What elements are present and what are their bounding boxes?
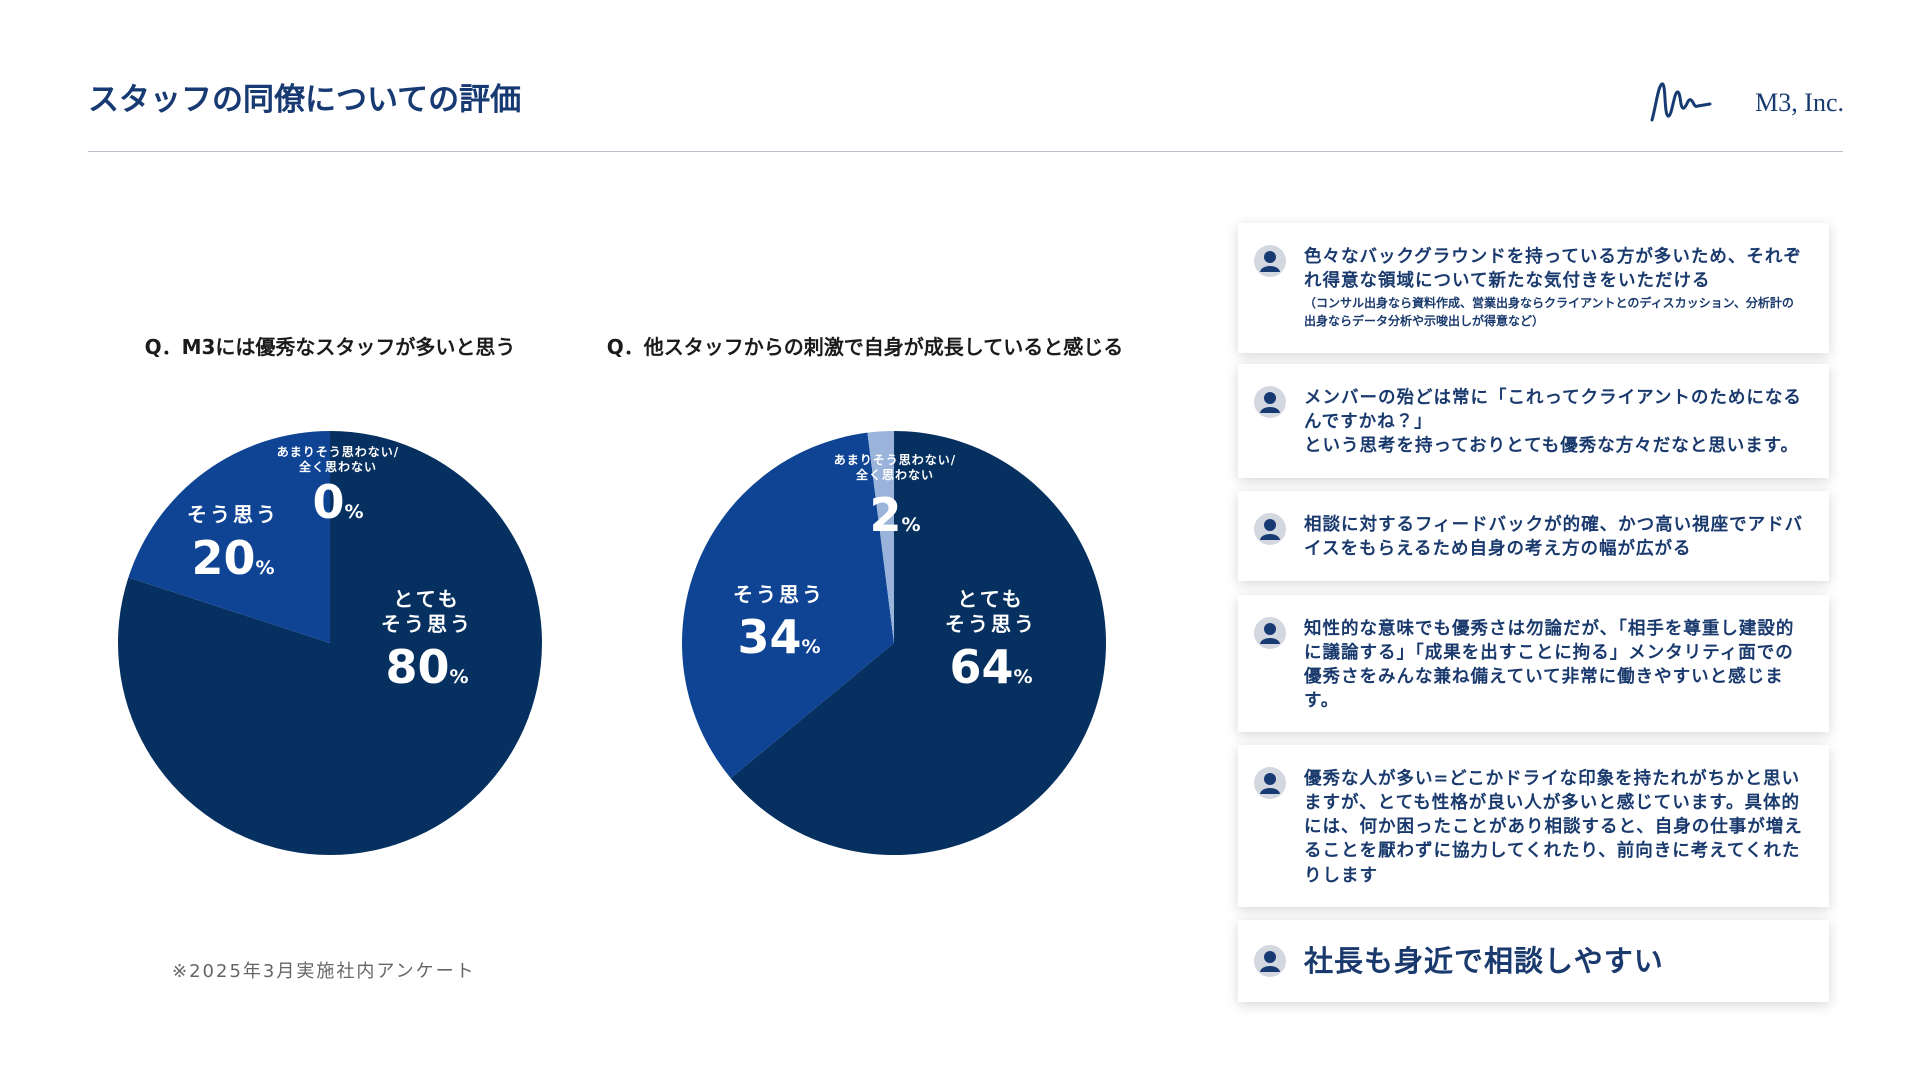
slice-label: とても そう思う [945,587,1037,636]
pie-slice [118,431,543,855]
icon-head [1264,519,1276,531]
slice-label: そう思う [733,582,825,607]
icon-head [1264,951,1276,963]
value-number: 80 [385,640,450,694]
slice-value: 2% [869,488,920,542]
comment-text: 知性的な意味でも優秀さは勿論だが、「相手を尊重し建設的に議論する」「成果を出すこ… [1304,619,1795,712]
comment-body: メンバーの殆どは常に「これってクライアントのためになるんですかね？」 という思考… [1304,386,1805,458]
user-icon [1254,767,1286,799]
comment-text: メンバーの殆どは常に「これってクライアントのためになるんですかね？」 という思考… [1304,388,1802,457]
pie-slice [730,431,1106,855]
comment-card: メンバーの殆どは常に「これってクライアントのためになるんですかね？」 という思考… [1238,364,1829,478]
value-unit: % [344,501,364,523]
user-icon [1254,245,1286,277]
value-number: 64 [949,640,1014,694]
icon-head [1264,773,1276,785]
slice-label: あまりそう思わない/ 全く思わない [833,453,957,482]
comment-card: 相談に対するフィードバックが的確、かつ高い視座でアドバイスをもらえるため自身の考… [1238,491,1829,581]
user-icon [1254,513,1286,545]
footnote: ※2025年3月実施社内アンケート [172,961,476,982]
slice-value: 20% [191,531,274,585]
value-number: 34 [737,610,802,664]
slice-value: 64% [949,640,1032,694]
comment-note: （コンサル出身なら資料作成、営業出身ならクライアントとのディスカッション、分析計… [1304,296,1794,328]
icon-body [1260,788,1280,794]
slice-value: 34% [737,610,820,664]
slice-label: あまりそう思わない/ 全く思わない [276,445,400,474]
page-title: スタッフの同僚についての評価 [88,82,522,118]
comment-card: 優秀な人が多い=どこかドライな印象を持たれがちかと思いますが、とても性格が良い人… [1238,745,1829,907]
logo: M3, Inc. [1650,82,1844,122]
icon-body [1260,266,1280,272]
value-number: 2 [869,488,902,542]
comment-card: 色々なバックグラウンドを持っている方が多いため、それぞれ得意な領域について新たな… [1238,223,1829,353]
comment-text: 社長も身近で相談しやすい [1304,943,1664,978]
chart-title: Q．M3には優秀なスタッフが多いと思う [144,335,516,359]
comment-body: 色々なバックグラウンドを持っている方が多いため、それぞれ得意な領域について新たな… [1304,245,1805,330]
comment-body: 社長も身近で相談しやすい [1304,941,1664,981]
comment-card: 知性的な意味でも優秀さは勿論だが、「相手を尊重し建設的に議論する」「成果を出すこ… [1238,595,1829,732]
slice-value: 80% [385,640,468,694]
user-icon [1254,945,1286,977]
icon-body [1260,407,1280,413]
logo-text: M3, Inc. [1755,88,1844,117]
value-unit: % [901,514,921,536]
value-unit: % [801,636,821,658]
comment-text: 色々なバックグラウンドを持っている方が多いため、それぞれ得意な領域について新たな… [1304,247,1802,292]
icon-head [1264,251,1276,263]
icon-head [1264,392,1276,404]
divider [88,151,1843,152]
user-icon [1254,386,1286,418]
icon-body [1260,638,1280,644]
value-unit: % [255,557,275,579]
user-icon [1254,617,1286,649]
comment-card: 社長も身近で相談しやすい [1238,920,1829,1002]
slice-label: そう思う [187,502,279,527]
comment-body: 知性的な意味でも優秀さは勿論だが、「相手を尊重し建設的に議論する」「成果を出すこ… [1304,617,1805,714]
pie-slice [867,431,894,643]
comment-text: 優秀な人が多い=どこかドライな印象を持たれがちかと思いますが、とても性格が良い人… [1304,769,1803,886]
comment-body: 相談に対するフィードバックが的確、かつ高い視座でアドバイスをもらえるため自身の考… [1304,513,1805,561]
comment-text: 相談に対するフィードバックが的確、かつ高い視座でアドバイスをもらえるため自身の考… [1304,515,1804,560]
icon-body [1260,534,1280,540]
pie-slice [128,431,330,643]
value-unit: % [1013,666,1033,688]
value-unit: % [449,666,469,688]
pie-charts [118,431,1106,855]
chart-title: Q．他スタッフからの刺激で自身が成長していると感じる [606,335,1124,359]
value-number: 0 [312,475,345,529]
comment-body: 優秀な人が多い=どこかドライな印象を持たれがちかと思いますが、とても性格が良い人… [1304,767,1805,888]
slice-label: とても そう思う [381,587,473,636]
logo-mark [1650,82,1712,122]
icon-body [1260,966,1280,972]
value-number: 20 [191,531,256,585]
pie-slice [682,432,894,779]
icon-head [1264,623,1276,635]
slice-value: 0% [312,475,363,529]
